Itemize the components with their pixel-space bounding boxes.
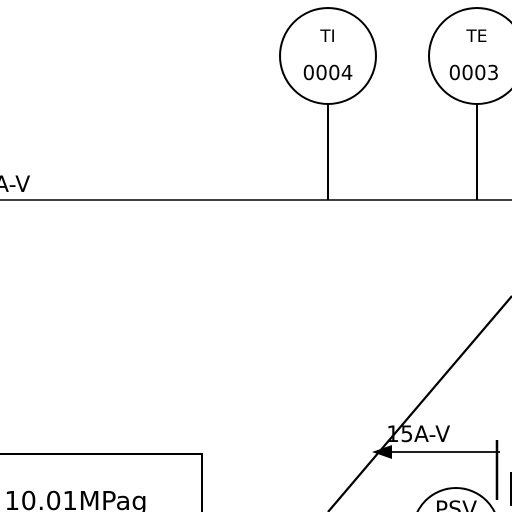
diagonal-pipe-line [327,295,512,512]
main-line-label: A-V [0,173,30,198]
instrument-tag: TE [465,27,487,47]
instrument-number: 0003 [449,61,500,85]
instrument-tag: TI [319,27,335,47]
setpoint-text: 10.01MPag [4,487,148,512]
psv-valve: PSV [416,487,496,512]
psv-tag: PSV [435,498,477,512]
psv-bubble [416,487,496,512]
instrument-bubble [428,7,512,105]
instrument-te-0003: TE 0003 [428,7,512,200]
setpoint-box: 10.01MPag [0,453,203,512]
branch-line-label: 15A-V [386,423,450,448]
instrument-bubble [279,7,377,105]
instrument-ti-0004: TI 0004 [279,7,377,200]
flow-arrow-icon [372,445,392,459]
instrument-number: 0004 [303,61,354,85]
setpoint-box-border [0,453,203,512]
